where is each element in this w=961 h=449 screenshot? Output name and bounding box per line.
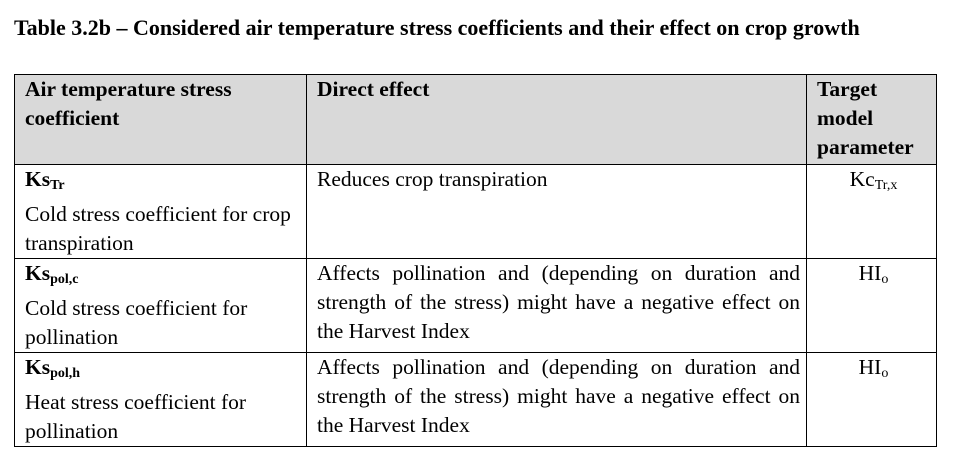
header-target-parameter: Target model parameter xyxy=(806,74,937,165)
coefficient-cell: Kspol,c Cold stress coefficient for poll… xyxy=(14,258,307,353)
target-parameter-cell: KcTr,x xyxy=(806,164,937,259)
coefficient-symbol: Kspol,h xyxy=(25,355,81,381)
coefficient-symbol: KsTr xyxy=(25,167,65,193)
coefficient-symbol: Kspol,c xyxy=(25,261,79,287)
stress-coefficient-table: Air temperature stress coefficient Direc… xyxy=(14,74,937,447)
coefficient-description: Cold stress coefficient for pollination xyxy=(25,296,248,349)
coefficient-cell: Kspol,h Heat stress coefficient for poll… xyxy=(14,352,307,447)
table-header-row: Air temperature stress coefficient Direc… xyxy=(14,74,937,165)
table-row: KsTr Cold stress coefficient for crop tr… xyxy=(14,164,937,259)
coefficient-description: Heat stress coefficient for pollination xyxy=(25,390,247,443)
target-parameter-cell: HIo xyxy=(806,258,937,353)
header-direct-effect: Direct effect xyxy=(306,74,807,165)
table-row: Kspol,c Cold stress coefficient for poll… xyxy=(14,258,937,353)
effect-cell: Affects pollination and (depending on du… xyxy=(306,352,807,447)
table-caption: Table 3.2b – Considered air temperature … xyxy=(14,15,860,40)
coefficient-description: Cold stress coefficient for crop transpi… xyxy=(25,202,291,255)
coefficient-cell: KsTr Cold stress coefficient for crop tr… xyxy=(14,164,307,259)
effect-cell: Reduces crop transpiration xyxy=(306,164,807,259)
effect-cell: Affects pollination and (depending on du… xyxy=(306,258,807,353)
header-coefficient: Air temperature stress coefficient xyxy=(14,74,307,165)
target-parameter-cell: HIo xyxy=(806,352,937,447)
table-row: Kspol,h Heat stress coefficient for poll… xyxy=(14,352,937,447)
